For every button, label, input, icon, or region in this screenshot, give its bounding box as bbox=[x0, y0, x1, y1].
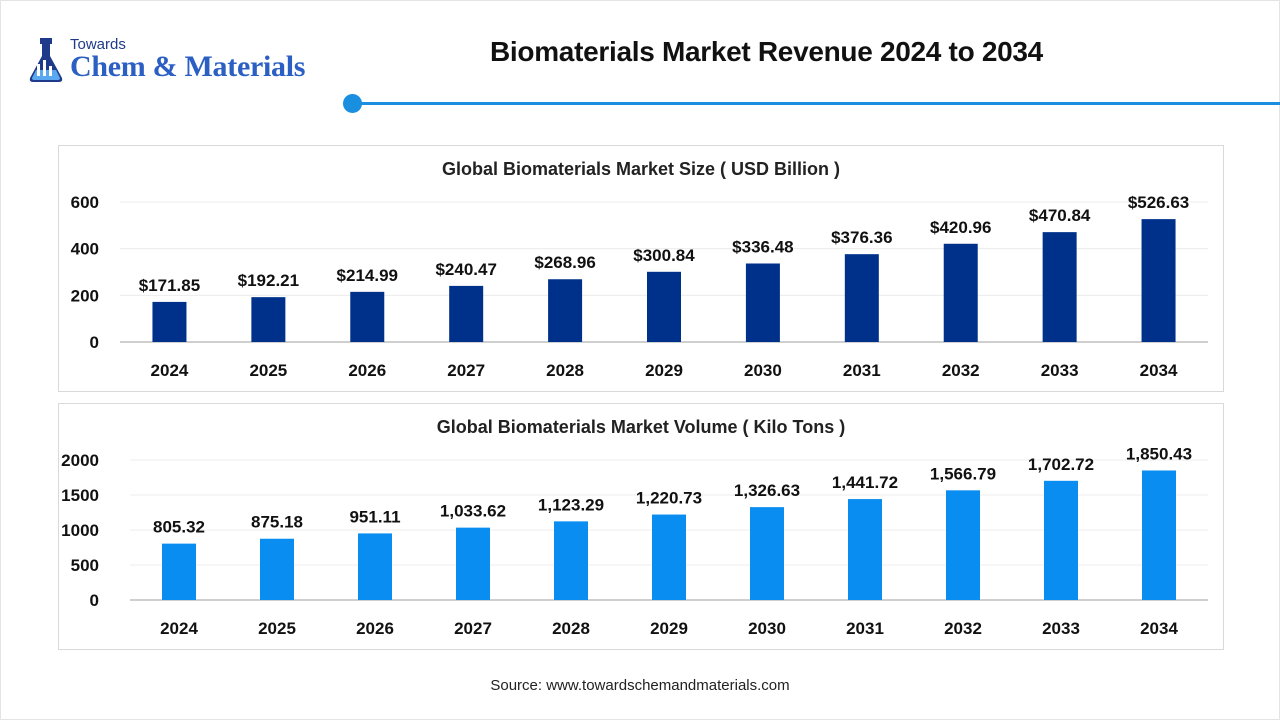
logo-main-text: Chem & Materials bbox=[70, 50, 306, 83]
bar bbox=[1044, 480, 1078, 600]
brand-logo: Towards Chem & Materials bbox=[24, 34, 344, 90]
bar bbox=[848, 499, 882, 600]
data-label: 1,566.79 bbox=[930, 464, 996, 483]
bar bbox=[260, 538, 294, 600]
bar bbox=[449, 285, 484, 342]
bar bbox=[750, 507, 784, 600]
bar bbox=[946, 490, 980, 600]
data-label: $240.47 bbox=[435, 260, 496, 279]
data-label: 1,702.72 bbox=[1028, 455, 1094, 474]
x-tick-label: 2032 bbox=[942, 361, 980, 380]
x-tick-label: 2030 bbox=[744, 361, 782, 380]
y-tick-label: 200 bbox=[71, 286, 99, 305]
bar bbox=[647, 271, 681, 342]
y-tick-label: 0 bbox=[90, 333, 99, 352]
x-tick-label: 2034 bbox=[1140, 619, 1178, 638]
x-tick-label: 2024 bbox=[160, 619, 198, 638]
bar bbox=[1042, 232, 1077, 342]
y-tick-label: 0 bbox=[90, 591, 99, 610]
data-label: $268.96 bbox=[534, 253, 595, 272]
x-tick-label: 2033 bbox=[1042, 619, 1080, 638]
data-label: $376.36 bbox=[831, 228, 892, 247]
x-tick-label: 2027 bbox=[447, 361, 485, 380]
source-note: Source: www.towardschemandmaterials.com bbox=[490, 677, 790, 694]
data-label: 1,123.29 bbox=[538, 495, 604, 514]
bar bbox=[358, 533, 392, 600]
market-size-chart-panel: Global Biomaterials Market Size ( USD Bi… bbox=[58, 145, 1224, 392]
x-tick-label: 2029 bbox=[650, 619, 688, 638]
y-tick-label: 1500 bbox=[61, 486, 99, 505]
y-tick-label: 1000 bbox=[61, 521, 99, 540]
data-label: $526.63 bbox=[1128, 193, 1189, 212]
bar bbox=[548, 279, 583, 342]
data-label: 875.18 bbox=[251, 513, 303, 532]
title-accent-line bbox=[352, 102, 1280, 105]
data-label: $470.84 bbox=[1029, 206, 1091, 225]
data-label: 805.32 bbox=[153, 518, 205, 537]
x-tick-label: 2032 bbox=[944, 619, 982, 638]
x-tick-label: 2025 bbox=[258, 619, 296, 638]
market-size-chart: Global Biomaterials Market Size ( USD Bi… bbox=[71, 159, 1208, 380]
y-tick-label: 500 bbox=[71, 556, 99, 575]
data-label: $214.99 bbox=[337, 266, 398, 285]
y-tick-label: 400 bbox=[71, 240, 99, 259]
bar bbox=[162, 543, 196, 600]
x-tick-label: 2025 bbox=[249, 361, 287, 380]
bar bbox=[943, 243, 978, 342]
chart-title: Global Biomaterials Market Volume ( Kilo… bbox=[437, 417, 845, 437]
bar bbox=[350, 291, 385, 342]
data-label: $300.84 bbox=[633, 246, 695, 265]
data-label: $171.85 bbox=[139, 276, 200, 295]
data-label: 1,326.63 bbox=[734, 481, 800, 500]
bar bbox=[745, 263, 780, 342]
data-label: 1,441.72 bbox=[832, 473, 898, 492]
x-tick-label: 2027 bbox=[454, 619, 492, 638]
bar bbox=[652, 514, 686, 600]
bar bbox=[1142, 470, 1176, 600]
bar bbox=[844, 254, 879, 342]
logo-small-text: Towards bbox=[70, 36, 126, 53]
x-tick-label: 2024 bbox=[151, 361, 189, 380]
x-tick-label: 2026 bbox=[356, 619, 394, 638]
x-tick-label: 2030 bbox=[748, 619, 786, 638]
bar bbox=[554, 521, 588, 600]
market-volume-chart-panel: Global Biomaterials Market Volume ( Kilo… bbox=[58, 403, 1224, 650]
y-tick-label: 2000 bbox=[61, 451, 99, 470]
x-tick-label: 2028 bbox=[552, 619, 590, 638]
data-label: 951.11 bbox=[349, 507, 400, 526]
x-tick-label: 2028 bbox=[546, 361, 584, 380]
chart-title: Global Biomaterials Market Size ( USD Bi… bbox=[442, 159, 840, 179]
flask-icon bbox=[29, 38, 63, 82]
market-volume-chart: Global Biomaterials Market Volume ( Kilo… bbox=[61, 417, 1208, 638]
data-label: 1,850.43 bbox=[1126, 444, 1192, 463]
data-label: $192.21 bbox=[238, 271, 299, 290]
data-label: $420.96 bbox=[930, 218, 991, 237]
y-tick-label: 600 bbox=[71, 193, 99, 212]
x-tick-label: 2031 bbox=[846, 619, 884, 638]
bar bbox=[1141, 219, 1176, 342]
bar bbox=[152, 301, 187, 342]
data-label: 1,220.73 bbox=[636, 489, 702, 508]
data-label: $336.48 bbox=[732, 237, 793, 256]
x-tick-label: 2033 bbox=[1041, 361, 1079, 380]
x-tick-label: 2031 bbox=[843, 361, 881, 380]
x-tick-label: 2026 bbox=[348, 361, 386, 380]
x-tick-label: 2034 bbox=[1140, 361, 1178, 380]
bar bbox=[251, 297, 286, 342]
x-tick-label: 2029 bbox=[645, 361, 683, 380]
page-title: Biomaterials Market Revenue 2024 to 2034 bbox=[490, 36, 1043, 67]
bar bbox=[456, 527, 490, 600]
data-label: 1,033.62 bbox=[440, 502, 506, 521]
